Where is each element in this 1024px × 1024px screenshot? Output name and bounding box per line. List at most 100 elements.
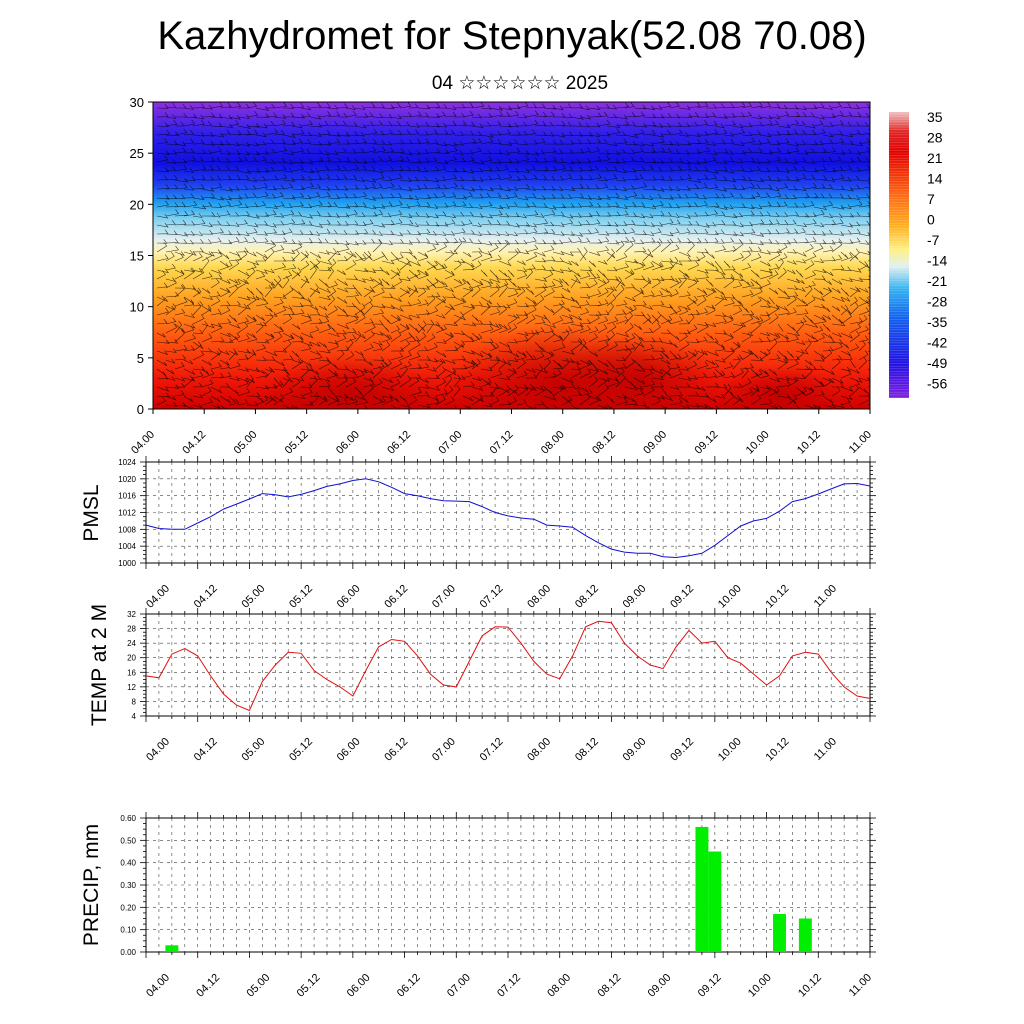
wind-barb <box>687 350 697 357</box>
wind-barb <box>750 350 759 359</box>
wind-barb <box>327 132 341 137</box>
wind-barb <box>543 314 551 324</box>
wind-barb <box>831 332 843 338</box>
wind-barb <box>453 237 467 244</box>
wind-barb <box>174 390 185 397</box>
wind-barb <box>759 384 770 390</box>
wind-barb <box>282 167 293 173</box>
wind-barb <box>471 222 482 228</box>
wind-barb <box>489 159 502 164</box>
wind-barb <box>741 204 755 210</box>
wind-barb <box>471 159 485 165</box>
wind-barb <box>237 156 248 163</box>
wind-barb <box>651 187 665 192</box>
wind-barb <box>228 332 241 343</box>
wind-barb <box>273 192 284 199</box>
wind-barb <box>327 194 341 199</box>
wind-barb <box>624 258 639 264</box>
colorbar <box>889 112 909 398</box>
wind-barb <box>786 260 797 265</box>
wind-barb <box>624 191 638 199</box>
wind-barb <box>795 301 808 307</box>
wind-barb <box>678 186 691 191</box>
wind-barb <box>418 355 431 361</box>
wind-barb <box>858 287 869 293</box>
wind-barb <box>597 404 609 409</box>
wind-barb <box>417 238 431 244</box>
colorbar-label: -35 <box>927 314 947 330</box>
wind-barb <box>237 247 249 253</box>
wind-barb <box>606 276 620 281</box>
wind-barb <box>300 182 314 190</box>
wind-barb <box>786 295 797 307</box>
wind-barb <box>597 131 611 137</box>
wind-barb <box>570 390 582 397</box>
wind-barb <box>255 123 268 129</box>
wind-barb <box>183 359 194 365</box>
wind-barb <box>210 102 224 109</box>
wind-barb <box>480 156 493 163</box>
wind-barb <box>822 138 834 145</box>
wind-barb <box>687 132 701 137</box>
wind-barb <box>354 287 362 297</box>
wind-barb <box>408 138 421 145</box>
y-tick-label: 0.60 <box>120 814 136 823</box>
wind-barb <box>390 102 402 109</box>
wind-barb <box>750 159 761 164</box>
wind-barb <box>570 296 580 305</box>
wind-barb <box>831 138 845 145</box>
wind-barb <box>849 156 861 163</box>
wind-barb <box>768 147 782 154</box>
wind-barb <box>192 120 205 127</box>
wind-barb <box>426 357 439 363</box>
wind-barb <box>759 238 773 244</box>
wind-barb <box>201 187 215 192</box>
wind-barb <box>435 237 449 244</box>
wind-barb <box>507 176 521 181</box>
wind-barb <box>183 251 197 256</box>
wind-barb <box>732 222 744 228</box>
wind-barb <box>309 192 321 199</box>
wind-barb <box>201 287 211 294</box>
x-tick-label: 05.12 <box>283 429 311 457</box>
wind-barb <box>273 245 285 253</box>
wind-barb <box>642 204 657 209</box>
wind-barb <box>192 247 204 253</box>
wind-barb <box>534 185 547 191</box>
wind-barb <box>804 359 813 366</box>
wind-barb <box>246 102 258 109</box>
wind-barb <box>246 260 260 266</box>
wind-barb <box>498 269 508 278</box>
wind-barb <box>624 358 635 370</box>
wind-barb <box>327 359 338 369</box>
grid <box>145 461 871 564</box>
wind-barb <box>813 287 824 296</box>
wind-barb <box>660 304 674 309</box>
wind-barb <box>714 211 726 217</box>
wind-barb <box>327 386 337 398</box>
grid <box>145 817 871 953</box>
wind-barb <box>156 112 169 118</box>
wind-barb <box>192 114 205 120</box>
wind-barb <box>615 397 628 406</box>
y-tick-label: 32 <box>127 610 136 619</box>
wind-barb <box>453 167 467 173</box>
wind-barb <box>480 377 491 386</box>
wind-barb <box>183 168 194 173</box>
wind-barb <box>642 121 657 127</box>
wind-barb <box>786 185 798 191</box>
wind-barb <box>804 237 817 244</box>
wind-barb <box>516 213 528 219</box>
wind-barb <box>804 314 815 324</box>
wind-barb <box>453 340 465 352</box>
wind-barb <box>282 249 296 254</box>
wind-barb <box>435 263 448 271</box>
wind-barb <box>606 251 616 259</box>
wind-barb <box>678 332 688 343</box>
wind-barb <box>408 165 421 172</box>
wind-barb <box>255 395 264 403</box>
wind-barb <box>201 251 216 257</box>
wind-barb <box>282 218 296 226</box>
wind-barb <box>705 382 720 388</box>
wind-barb <box>660 102 672 109</box>
